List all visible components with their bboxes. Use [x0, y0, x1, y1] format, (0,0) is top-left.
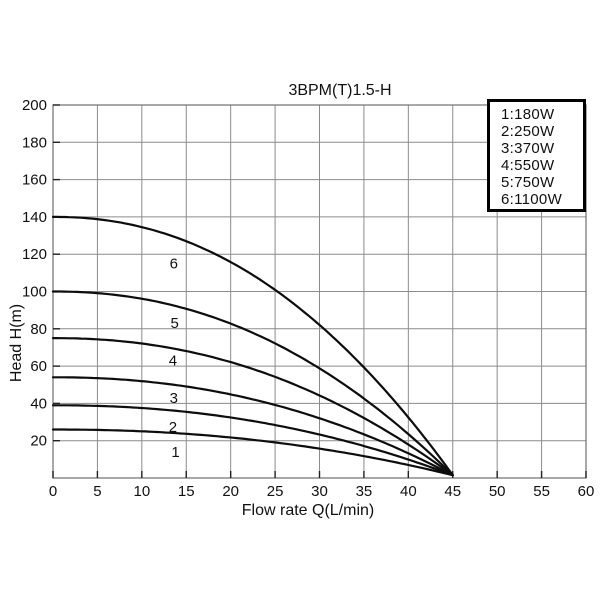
y-tick-label: 140 [22, 209, 47, 226]
x-tick-label: 35 [356, 483, 373, 500]
legend-item-4: 4:550W [501, 156, 555, 174]
legend-item-2: 2:250W [501, 122, 555, 140]
y-tick-label: 160 [22, 172, 47, 189]
x-tick-label: 15 [178, 483, 195, 500]
x-tick-label: 0 [49, 483, 57, 500]
y-tick-label: 20 [30, 433, 47, 450]
pump-curve-2 [51, 404, 454, 477]
pump-curve-1 [51, 428, 454, 477]
x-tick-label: 30 [311, 483, 328, 500]
pump-curves [51, 215, 454, 477]
x-tick-label: 50 [489, 483, 506, 500]
curve-label-2: 2 [169, 419, 177, 436]
pump-curve-4 [51, 337, 454, 477]
pump-curve-6 [51, 215, 454, 477]
curve-label-3: 3 [170, 390, 178, 407]
x-tick-label: 10 [133, 483, 150, 500]
curve-number-labels: 1 2 3 4 5 6 [169, 256, 180, 461]
legend-item-6: 6:1100W [501, 190, 563, 208]
legend-box: 1:180W 2:250W 3:370W 4:550W 5:750W 6:1100W [487, 99, 586, 212]
curve-label-6: 6 [170, 256, 178, 273]
pump-curve-5 [51, 290, 454, 477]
legend-item-3: 3:370W [501, 139, 555, 157]
y-tick-label: 60 [30, 358, 47, 375]
y-tick-label: 180 [22, 134, 47, 151]
x-tick-label: 5 [93, 483, 101, 500]
y-axis-label: Head H(m) [8, 304, 25, 382]
x-tick-label: 25 [267, 483, 284, 500]
curve-label-1: 1 [171, 444, 179, 461]
y-tick-labels: 20 40 60 80 100 120 140 160 180 200 [22, 97, 47, 450]
y-tick-label: 100 [22, 284, 47, 301]
y-tick-label: 120 [22, 246, 47, 263]
curve-label-4: 4 [169, 353, 177, 370]
curve-label-5: 5 [171, 315, 179, 332]
legend-item-5: 5:750W [501, 173, 555, 191]
x-tick-label: 20 [222, 483, 239, 500]
chart-title: 3BPM(T)1.5-H [288, 82, 391, 99]
x-axis-label: Flow rate Q(L/min) [242, 502, 374, 519]
x-tick-label: 60 [578, 483, 595, 500]
pump-curve-3 [51, 376, 454, 477]
x-tick-labels: 0 5 10 15 20 25 30 35 40 45 50 55 60 [49, 483, 595, 500]
x-tick-label: 40 [400, 483, 417, 500]
x-tick-label: 55 [533, 483, 550, 500]
legend-item-1: 1:180W [501, 106, 555, 123]
y-tick-label: 40 [30, 395, 47, 412]
y-tick-label: 200 [22, 97, 47, 114]
x-tick-label: 45 [444, 483, 461, 500]
y-tick-label: 80 [30, 321, 47, 338]
